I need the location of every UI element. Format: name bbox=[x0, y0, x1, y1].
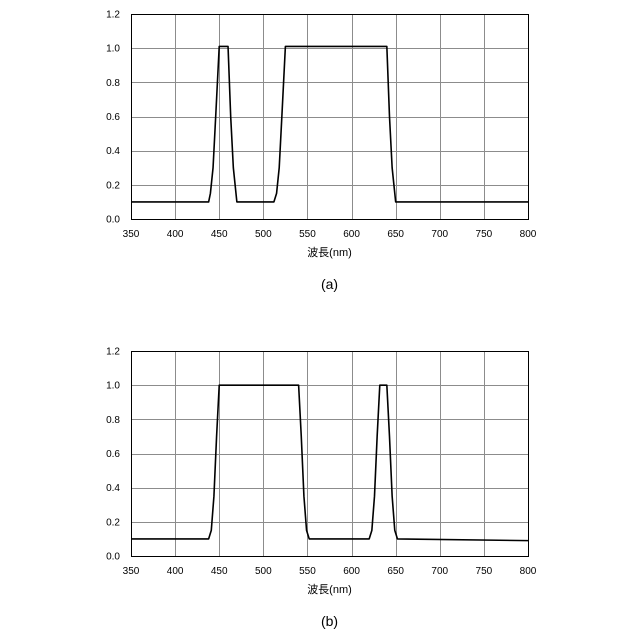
x-tick-label: 400 bbox=[167, 229, 184, 240]
y-tick-label: 1.2 bbox=[106, 10, 120, 21]
chart-caption: (b) bbox=[321, 613, 338, 629]
chart-caption: (a) bbox=[321, 276, 338, 292]
x-tick-label: 650 bbox=[387, 566, 404, 577]
x-tick-label: 450 bbox=[211, 229, 228, 240]
x-tick-label: 700 bbox=[431, 566, 448, 577]
chart-a: 0.0 0.2 0.4 0.6 0.8 1.0 1.2 350 400 450 500 550 600 6… bbox=[106, 10, 537, 293]
x-tick-label: 750 bbox=[476, 229, 493, 240]
chart-b: 0.0 0.2 0.4 0.6 0.8 1.0 1.2 350 400 450 500 550 600 6… bbox=[106, 347, 537, 630]
x-tick-label: 450 bbox=[211, 566, 228, 577]
y-tick-label: 0.0 bbox=[106, 215, 120, 226]
x-tick-label: 600 bbox=[343, 229, 360, 240]
x-tick-label: 350 bbox=[123, 229, 140, 240]
y-tick-label: 0.2 bbox=[106, 517, 120, 528]
y-tick-label: 0.4 bbox=[106, 146, 120, 157]
y-tick-label: 0.4 bbox=[106, 483, 120, 494]
x-tick-label: 700 bbox=[431, 229, 448, 240]
series-line bbox=[131, 46, 528, 201]
y-tick-label: 0.8 bbox=[106, 415, 120, 426]
y-tick-label: 0.2 bbox=[106, 180, 120, 191]
series-line bbox=[131, 385, 528, 540]
x-tick-label: 400 bbox=[167, 566, 184, 577]
x-axis-title: 波長(nm) bbox=[307, 583, 352, 596]
x-tick-label: 800 bbox=[520, 229, 537, 240]
x-tick-label: 350 bbox=[123, 566, 140, 577]
y-tick-label: 1.0 bbox=[106, 381, 120, 392]
x-tick-label: 750 bbox=[476, 566, 493, 577]
x-tick-label: 550 bbox=[299, 566, 316, 577]
y-tick-label: 0.8 bbox=[106, 78, 120, 89]
y-tick-label: 1.2 bbox=[106, 347, 120, 358]
x-tick-label: 800 bbox=[520, 566, 537, 577]
y-tick-label: 0.6 bbox=[106, 112, 120, 123]
y-tick-label: 0.0 bbox=[106, 552, 120, 563]
y-tick-label: 1.0 bbox=[106, 44, 120, 55]
x-tick-label: 600 bbox=[343, 566, 360, 577]
x-tick-label: 650 bbox=[387, 229, 404, 240]
y-tick-label: 0.6 bbox=[106, 449, 120, 460]
x-tick-label: 550 bbox=[299, 229, 316, 240]
x-tick-label: 500 bbox=[255, 566, 272, 577]
x-axis-title: 波長(nm) bbox=[307, 246, 352, 259]
x-tick-label: 500 bbox=[255, 229, 272, 240]
